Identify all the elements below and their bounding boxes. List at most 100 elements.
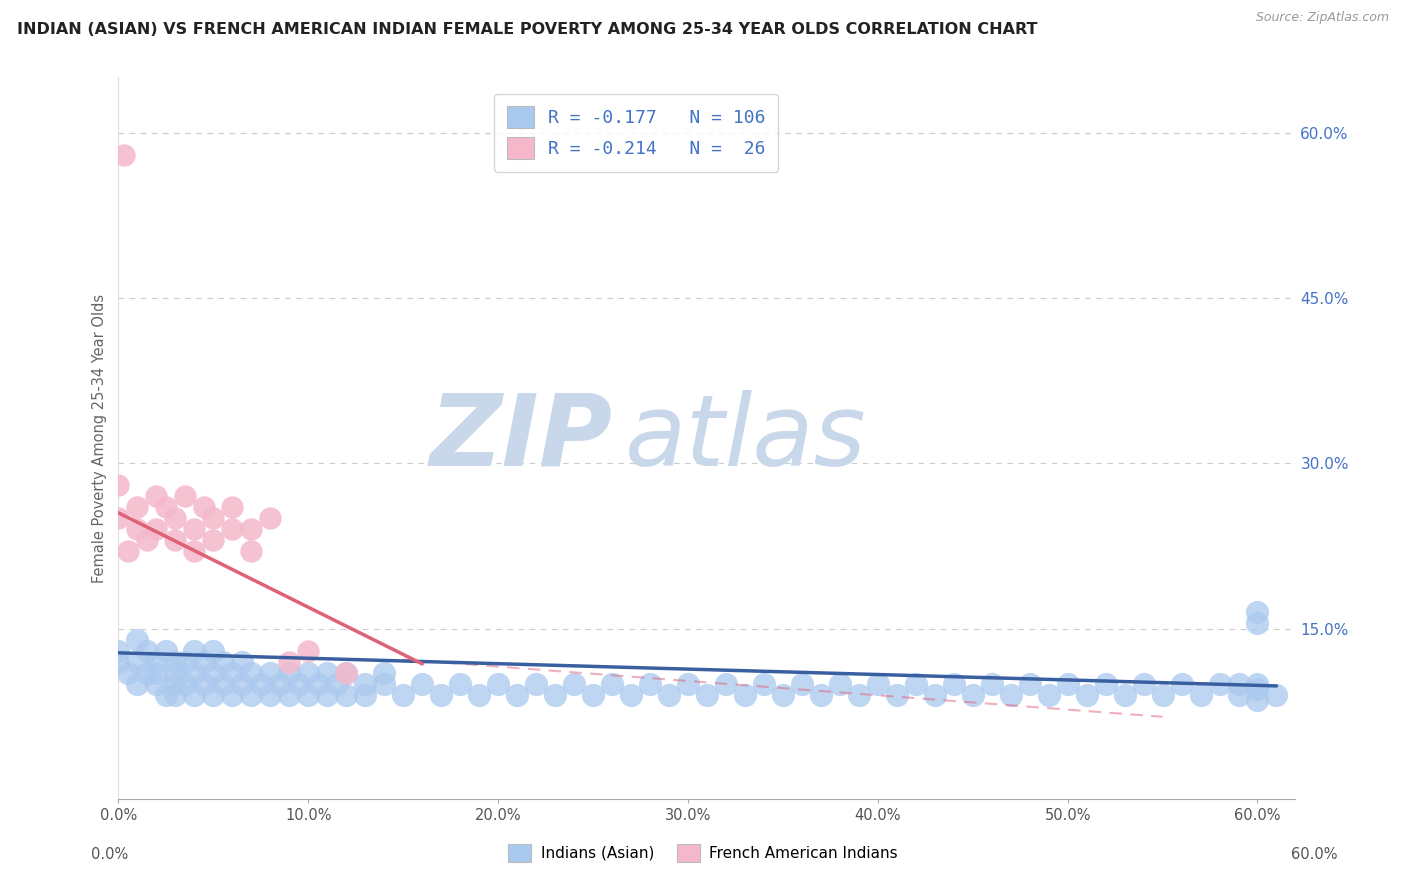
Point	[790, 676, 813, 690]
Point	[866, 676, 889, 690]
Point	[117, 544, 139, 558]
Point	[1076, 688, 1098, 702]
Point	[658, 688, 681, 702]
Point	[221, 688, 243, 702]
Point	[240, 544, 263, 558]
Point	[1056, 676, 1078, 690]
Point	[544, 688, 567, 702]
Point	[1246, 605, 1268, 619]
Point	[145, 489, 167, 503]
Point	[107, 655, 129, 669]
Point	[600, 676, 623, 690]
Point	[1246, 682, 1268, 697]
Point	[297, 665, 319, 680]
Point	[183, 522, 205, 536]
Point	[165, 655, 187, 669]
Point	[1227, 676, 1250, 690]
Point	[506, 688, 529, 702]
Point	[1246, 693, 1268, 707]
Point	[202, 511, 225, 525]
Point	[1038, 688, 1060, 702]
Point	[127, 655, 149, 669]
Point	[335, 688, 357, 702]
Point	[354, 676, 377, 690]
Point	[582, 688, 605, 702]
Point	[127, 676, 149, 690]
Point	[127, 522, 149, 536]
Point	[145, 676, 167, 690]
Point	[165, 533, 187, 548]
Point	[183, 544, 205, 558]
Text: 60.0%: 60.0%	[1291, 847, 1339, 862]
Point	[638, 676, 661, 690]
Point	[193, 676, 215, 690]
Point	[183, 688, 205, 702]
Point	[1018, 676, 1040, 690]
Point	[107, 511, 129, 525]
Point	[183, 643, 205, 657]
Point	[240, 522, 263, 536]
Point	[307, 676, 329, 690]
Point	[1000, 688, 1022, 702]
Point	[135, 665, 157, 680]
Point	[1114, 688, 1136, 702]
Point	[962, 688, 984, 702]
Point	[326, 676, 349, 690]
Point	[734, 688, 756, 702]
Point	[145, 522, 167, 536]
Point	[155, 500, 177, 515]
Point	[714, 676, 737, 690]
Point	[250, 676, 273, 690]
Point	[1132, 676, 1154, 690]
Point	[202, 688, 225, 702]
Point	[127, 632, 149, 647]
Point	[980, 676, 1002, 690]
Point	[269, 676, 291, 690]
Point	[231, 676, 253, 690]
Point	[165, 676, 187, 690]
Point	[297, 643, 319, 657]
Point	[155, 643, 177, 657]
Legend: R = -0.177   N = 106, R = -0.214   N =  26: R = -0.177 N = 106, R = -0.214 N = 26	[494, 94, 779, 172]
Point	[392, 688, 415, 702]
Point	[1246, 676, 1268, 690]
Point	[165, 688, 187, 702]
Point	[772, 688, 794, 702]
Point	[886, 688, 908, 702]
Point	[155, 688, 177, 702]
Point	[1170, 676, 1192, 690]
Point	[278, 665, 301, 680]
Point	[562, 676, 585, 690]
Point	[848, 688, 870, 702]
Text: Source: ZipAtlas.com: Source: ZipAtlas.com	[1256, 11, 1389, 24]
Point	[240, 665, 263, 680]
Point	[231, 655, 253, 669]
Point	[107, 478, 129, 492]
Point	[202, 665, 225, 680]
Point	[259, 511, 281, 525]
Point	[468, 688, 491, 702]
Point	[676, 676, 699, 690]
Text: atlas: atlas	[624, 390, 866, 487]
Point	[112, 147, 135, 161]
Point	[107, 643, 129, 657]
Point	[524, 676, 547, 690]
Point	[212, 655, 235, 669]
Point	[411, 676, 433, 690]
Point	[449, 676, 471, 690]
Point	[183, 665, 205, 680]
Point	[1152, 688, 1174, 702]
Point	[904, 676, 927, 690]
Point	[288, 676, 311, 690]
Point	[924, 688, 946, 702]
Point	[202, 533, 225, 548]
Point	[373, 665, 395, 680]
Point	[202, 643, 225, 657]
Point	[1265, 688, 1288, 702]
Point	[1227, 688, 1250, 702]
Point	[335, 665, 357, 680]
Legend: Indians (Asian), French American Indians: Indians (Asian), French American Indians	[502, 838, 904, 868]
Point	[135, 533, 157, 548]
Point	[212, 676, 235, 690]
Point	[316, 665, 339, 680]
